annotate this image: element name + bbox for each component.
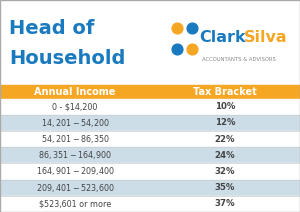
Bar bbox=[0, 163, 300, 180]
Text: Household: Household bbox=[9, 49, 125, 68]
Text: 37%: 37% bbox=[215, 199, 235, 208]
Bar bbox=[0, 0, 300, 85]
Text: 12%: 12% bbox=[215, 118, 235, 127]
Bar bbox=[0, 180, 300, 196]
Text: $164,901 - $209,400: $164,901 - $209,400 bbox=[35, 166, 115, 177]
Text: 22%: 22% bbox=[215, 135, 235, 144]
Text: Silva: Silva bbox=[244, 30, 287, 45]
Text: ACCOUNTANTS & ADVISORS: ACCOUNTANTS & ADVISORS bbox=[202, 57, 275, 62]
Point bbox=[175, 47, 179, 50]
Bar bbox=[0, 99, 300, 115]
Text: $523,601 or more: $523,601 or more bbox=[39, 199, 111, 208]
Text: 32%: 32% bbox=[215, 167, 235, 176]
Text: 0 - $14,200: 0 - $14,200 bbox=[52, 102, 98, 111]
Text: $86,351 - $164,900: $86,351 - $164,900 bbox=[38, 149, 112, 161]
Text: 24%: 24% bbox=[215, 151, 235, 160]
Point bbox=[190, 47, 194, 50]
Text: $54,201 - $86,350: $54,201 - $86,350 bbox=[40, 133, 110, 145]
Text: Head of: Head of bbox=[9, 19, 95, 38]
Text: $209,401 - $523,600: $209,401 - $523,600 bbox=[35, 182, 115, 194]
Text: 35%: 35% bbox=[215, 183, 235, 192]
Text: Annual Income: Annual Income bbox=[34, 87, 116, 97]
Text: Tax Bracket: Tax Bracket bbox=[193, 87, 257, 97]
Bar bbox=[0, 196, 300, 212]
Bar bbox=[0, 147, 300, 163]
Bar bbox=[0, 115, 300, 131]
Point bbox=[190, 26, 194, 29]
Text: 10%: 10% bbox=[215, 102, 235, 111]
Text: $14,201 - $54,200: $14,201 - $54,200 bbox=[40, 117, 110, 129]
Point bbox=[175, 26, 179, 29]
Bar bbox=[0, 85, 300, 99]
Text: Clark: Clark bbox=[200, 30, 246, 45]
Bar bbox=[0, 131, 300, 147]
